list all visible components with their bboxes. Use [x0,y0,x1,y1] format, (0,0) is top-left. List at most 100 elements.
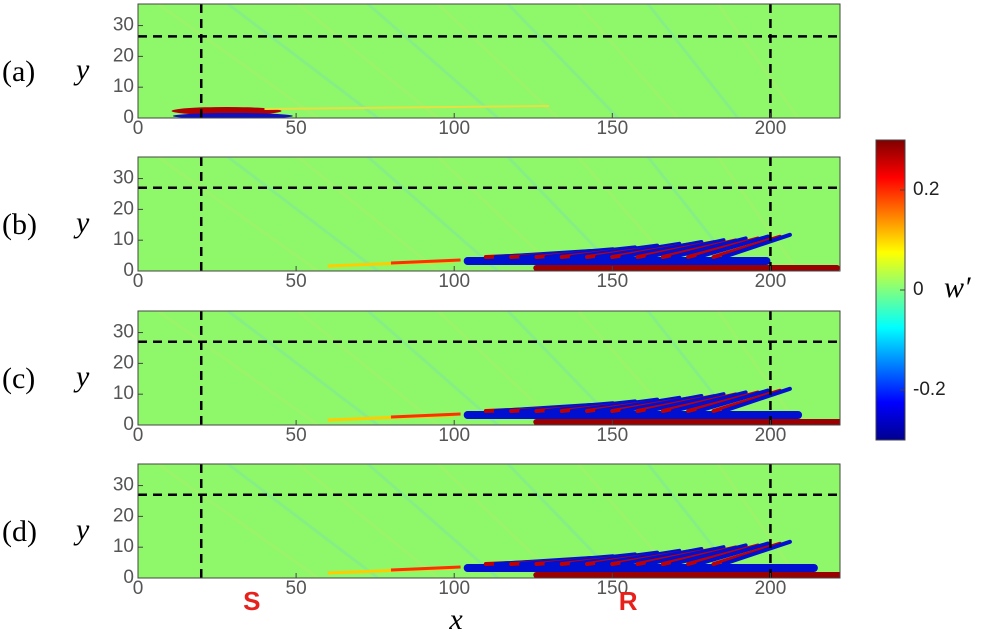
wave-ray [436,157,560,271]
x-tick-label: 150 [596,118,628,139]
band [463,564,818,572]
wave-ray [716,464,800,578]
x-tick-label: 0 [133,118,144,139]
x-tick-label: 100 [438,578,470,599]
y-tick-label: 0 [123,567,134,588]
field-features [157,157,840,271]
y-axis-label: y [73,513,90,546]
x-tick-label: 50 [286,118,307,139]
x-tick-label: 0 [133,425,144,446]
y-tick-label: 30 [113,168,134,189]
y-tick-label: 0 [123,414,134,435]
wave-ray [157,464,319,578]
wave [620,240,704,259]
wave-ray [297,311,439,425]
y-tick-label: 10 [113,229,134,250]
wave [721,232,792,259]
wave [645,392,726,413]
band [533,419,840,425]
y-axis-label: y [73,53,90,86]
wave [595,395,682,413]
wave-ray [646,157,740,271]
x-tick-label: 150 [596,578,628,599]
streak [390,258,461,265]
wave-ray [227,157,379,271]
wave-ray [716,157,800,271]
x-tick-label: 200 [755,425,787,446]
axes-frame [137,310,841,426]
x-tick-label: 200 [755,578,787,599]
y-tick-label: 20 [113,198,134,219]
panel-label: (d) [2,515,37,548]
wave [670,236,748,259]
x-tick-label: 100 [438,425,470,446]
wave [696,234,770,259]
wave-ray [436,4,560,118]
panel-label: (a) [2,55,35,88]
annotation: R [619,586,638,616]
x-axis-label: x [448,603,463,636]
wave-ray [297,4,439,118]
field-features [157,464,840,578]
x-tick-label: 100 [438,271,470,292]
y-tick-label: 20 [113,45,134,66]
band [533,572,840,578]
wave-ray [297,464,439,578]
wave-ray [646,311,740,425]
colorbar-label: w′ [944,271,971,304]
field-features [157,311,840,425]
wave-ray [157,4,319,118]
wave [595,241,682,259]
wave-ray [367,311,499,425]
wave-ray [227,4,379,118]
y-tick-label: 10 [113,383,134,404]
streak [390,565,461,572]
x-tick-label: 200 [755,271,787,292]
axes-frame [137,463,841,579]
wave-ray [157,311,319,425]
wave-ray [506,4,620,118]
streak [264,105,550,110]
field-features [157,4,800,118]
wave-ray [436,464,560,578]
wave-ray [716,311,800,425]
wave-ray [646,4,740,118]
y-tick-label: 20 [113,352,134,373]
band [463,411,803,419]
x-tick-label: 0 [133,578,144,599]
wave [595,548,682,566]
wave-ray [157,157,319,271]
wave [670,390,748,413]
wave [620,547,704,566]
panel-label: (c) [2,362,35,395]
axes-frame [137,156,841,272]
y-axis-label: y [73,360,90,393]
x-tick-label: 150 [596,271,628,292]
x-tick-label: 50 [286,578,307,599]
y-tick-label: 0 [123,260,134,281]
wave-ray [436,311,560,425]
x-tick-label: 50 [286,425,307,446]
wave-ray [576,4,680,118]
y-tick-label: 0 [123,107,134,128]
colorbar-tick-label: -0.2 [913,379,946,400]
wave-ray [297,157,439,271]
y-tick-label: 10 [113,536,134,557]
wave-ray [367,4,499,118]
wave-ray [227,311,379,425]
x-tick-label: 150 [596,425,628,446]
wave-ray [227,464,379,578]
streak [390,412,461,419]
colorbar-tick-label: 0.2 [913,179,939,200]
band [463,257,771,265]
band [533,265,840,271]
blob [172,113,293,118]
y-tick-label: 30 [113,15,134,36]
wave-ray [367,157,499,271]
wave-ray [367,464,499,578]
wave-ray [716,4,800,118]
wave [721,539,792,566]
wave [670,543,748,566]
panel-label: (b) [2,208,37,241]
